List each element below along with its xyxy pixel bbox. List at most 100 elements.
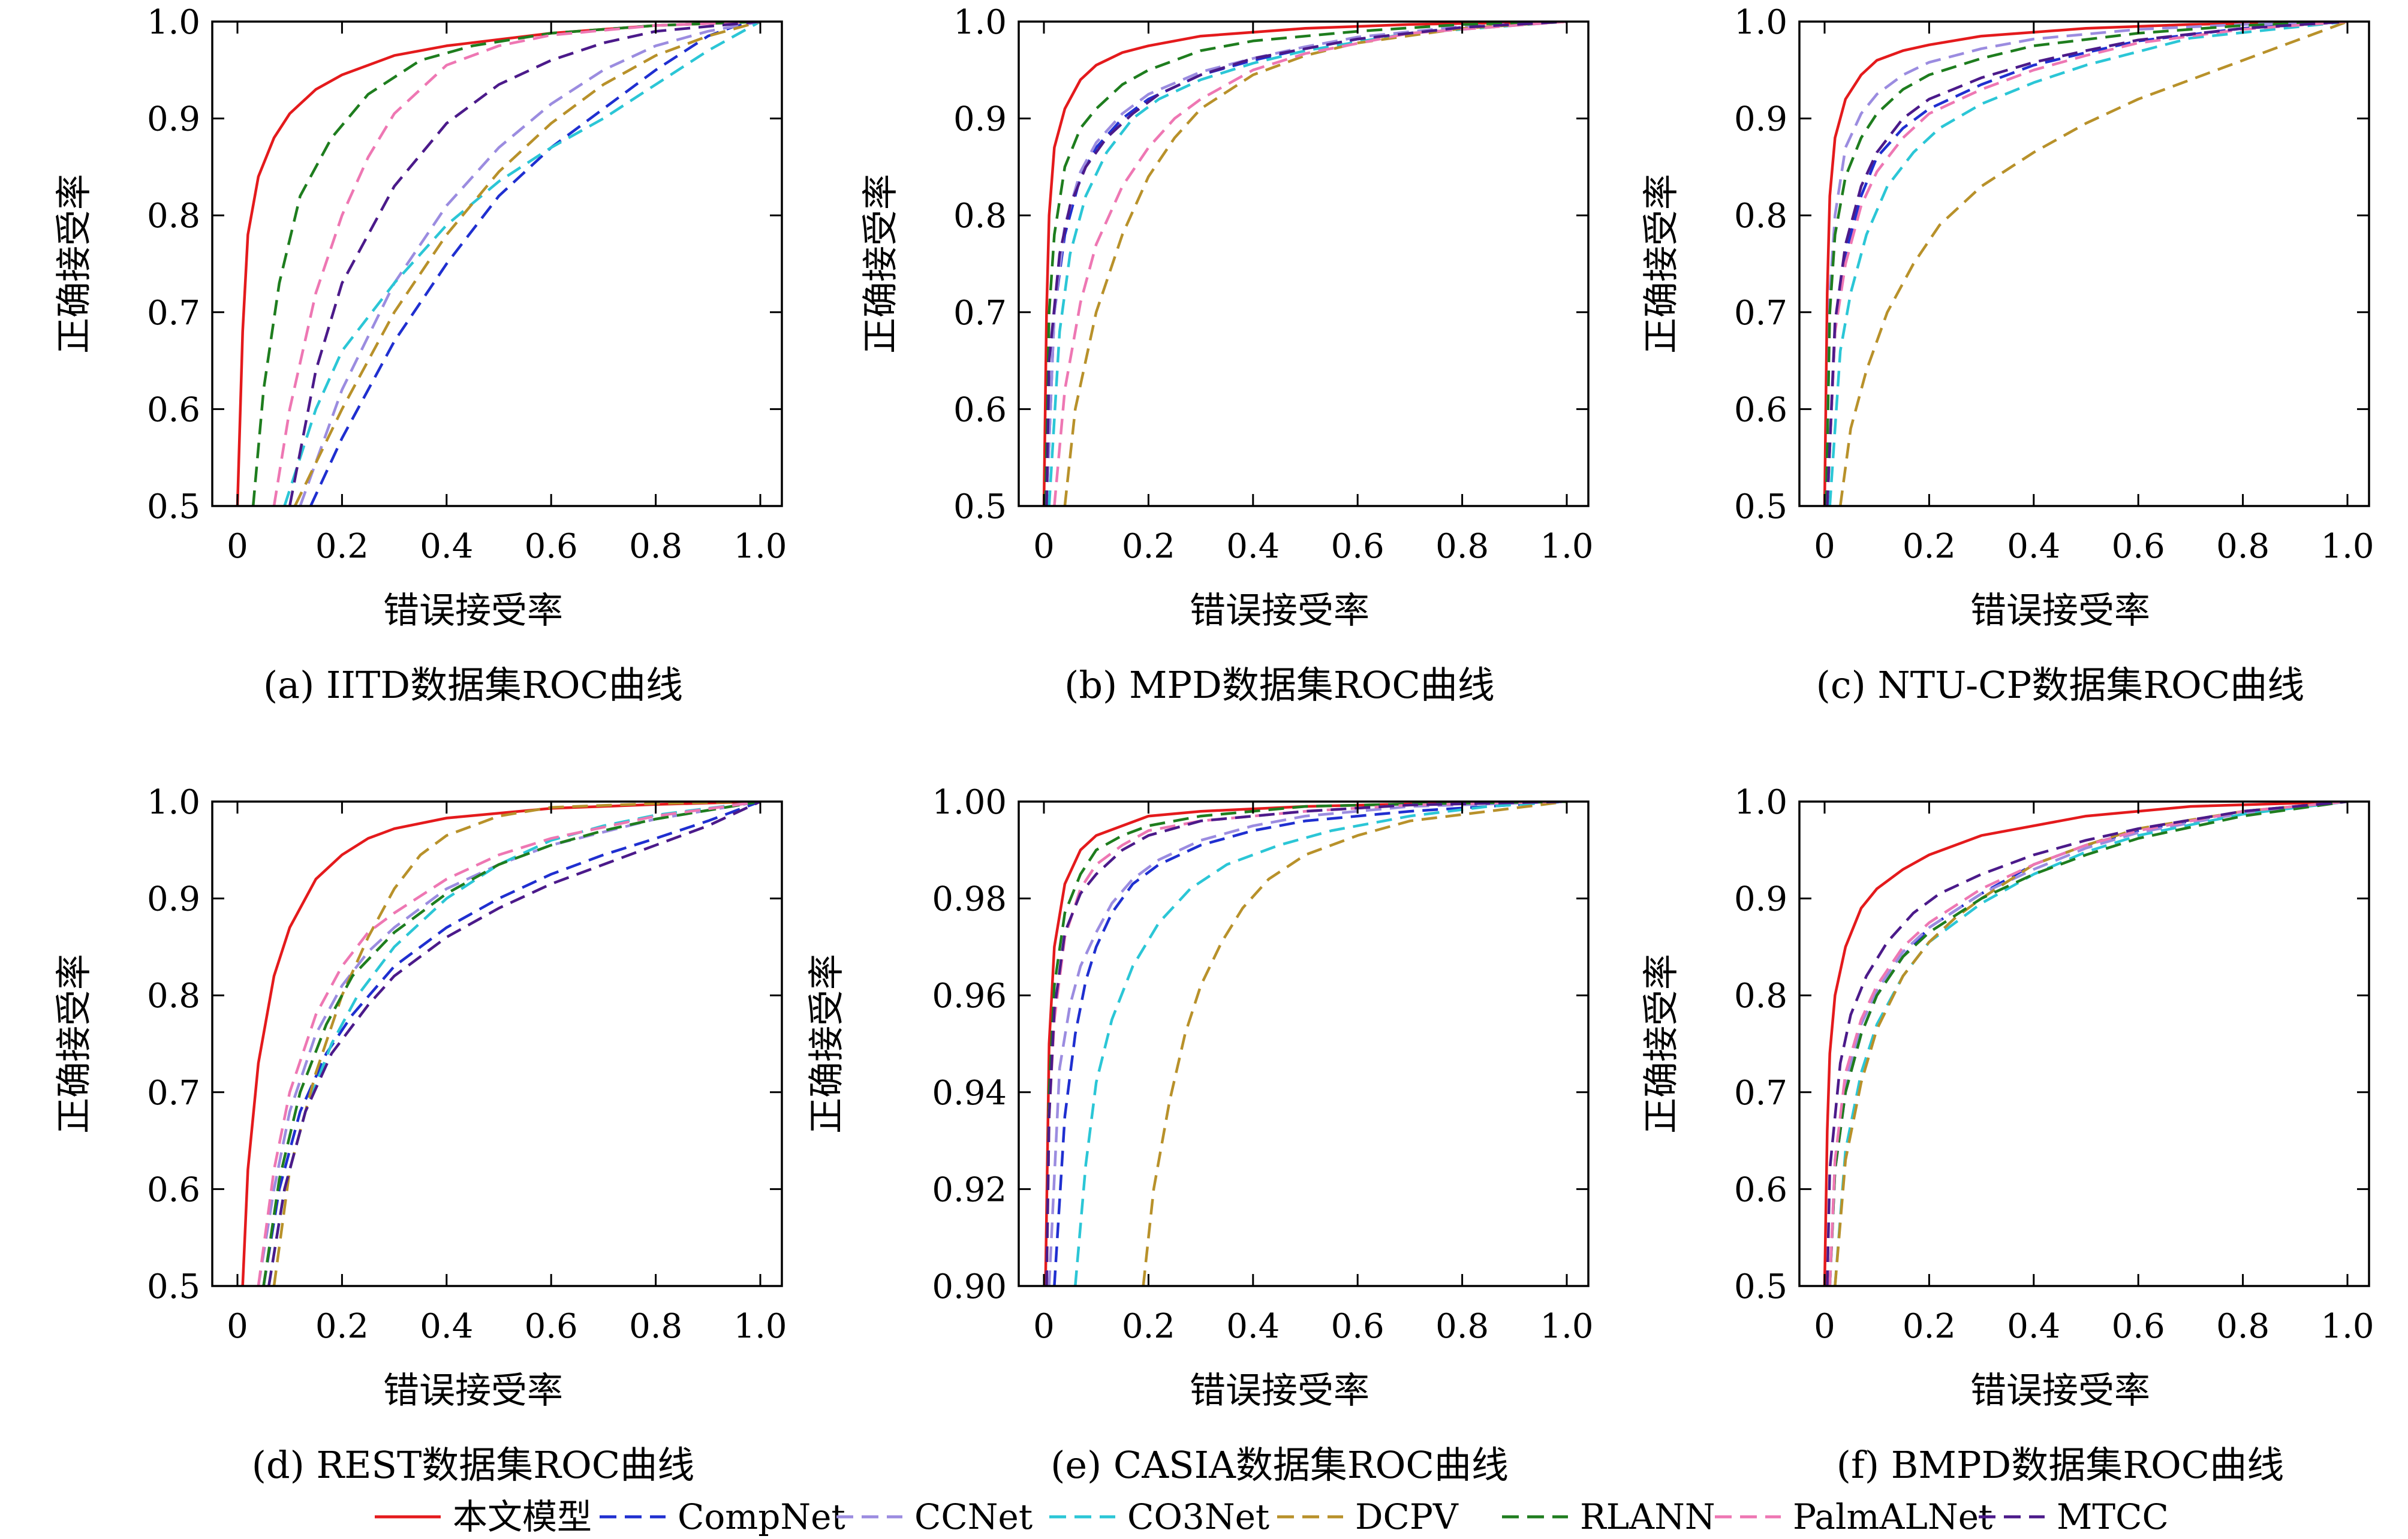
y-tick-label: 0.8 <box>953 197 1007 236</box>
plot-frame <box>1018 20 1590 507</box>
chart-caption: (f) BMPD数据集ROC曲线 <box>1837 1443 2284 1487</box>
y-tick-label: 1.0 <box>1734 783 1787 822</box>
series-line-co3net <box>1048 22 1567 506</box>
series-line-palmalnet <box>1053 22 1567 506</box>
y-tick-label: 0.6 <box>953 390 1007 429</box>
x-tick-label: 0 <box>1033 527 1055 566</box>
x-tick-label: 0 <box>227 1307 248 1346</box>
chart-caption: (c) NTU-CP数据集ROC曲线 <box>1816 663 2305 707</box>
x-axis-label: 错误接受率 <box>1190 590 1369 632</box>
series-line-rlann <box>251 22 761 506</box>
x-tick-label: 0.2 <box>1903 1307 1956 1346</box>
series-line-co3net <box>283 22 761 506</box>
y-axis-label: 正确接受率 <box>860 174 902 354</box>
series-line-palmalnet <box>1045 802 1567 1286</box>
x-tick-label: 0 <box>227 527 248 566</box>
y-tick-label: 0.7 <box>953 294 1007 333</box>
chart-caption: (d) REST数据集ROC曲线 <box>252 1443 695 1487</box>
x-tick-label: 0 <box>1814 527 1835 566</box>
chart-caption: (e) CASIA数据集ROC曲线 <box>1051 1443 1509 1487</box>
y-tick-label: 1.0 <box>1734 3 1787 42</box>
y-tick-label: 0.5 <box>953 487 1007 526</box>
x-tick-label: 0.4 <box>420 1307 473 1346</box>
series-line-mtcc <box>1045 802 1567 1286</box>
series-line-compnet <box>262 802 761 1286</box>
x-tick-label: 0.4 <box>420 527 473 566</box>
series-line-co3net <box>1828 22 2348 506</box>
y-axis-label: 正确接受率 <box>806 954 848 1134</box>
x-tick-label: 0.2 <box>315 527 369 566</box>
y-tick-label: 0.9 <box>147 880 200 919</box>
y-axis-label: 正确接受率 <box>1641 954 1682 1134</box>
series-line-compnet <box>1826 22 2348 506</box>
x-tick-label: 0.6 <box>1331 1307 1384 1346</box>
series-line-ccnet <box>1045 22 1567 506</box>
x-tick-label: 0.8 <box>629 1307 682 1346</box>
y-tick-label: 0.96 <box>932 977 1007 1016</box>
chart-panel: 0.5 0.6 0.7 0.8 0.9 1.0 0 0.2 0.4 0.6 0.8 1.0 错误接受率 正… <box>860 3 1594 707</box>
x-tick-label: 0.6 <box>1331 527 1384 566</box>
x-axis-label: 错误接受率 <box>383 590 563 632</box>
x-tick-label: 0 <box>1814 1307 1835 1346</box>
y-tick-label: 0.90 <box>932 1267 1007 1306</box>
x-tick-label: 0.2 <box>1122 527 1175 566</box>
series-line-rlann <box>1825 22 2348 506</box>
series-line-rlann <box>1828 802 2348 1286</box>
series-line-co3net <box>1834 802 2348 1286</box>
x-axis-label: 错误接受率 <box>1970 1370 2150 1412</box>
y-tick-label: 1.0 <box>147 783 200 822</box>
series-line-dcpv <box>1142 802 1567 1286</box>
series-line-- <box>236 22 761 506</box>
x-tick-label: 1.0 <box>2320 527 2374 566</box>
y-tick-label: 0.9 <box>953 100 1007 139</box>
x-axis-label: 错误接受率 <box>1190 1370 1369 1412</box>
legend-label: CCNet <box>914 1496 1033 1537</box>
y-tick-label: 0.8 <box>1734 977 1787 1016</box>
legend-label: CO3Net <box>1127 1496 1269 1537</box>
x-tick-label: 0.4 <box>1226 1307 1280 1346</box>
series-line-mtcc <box>288 22 761 506</box>
chart-panel: 0.90 0.92 0.94 0.96 0.98 1.00 0 0.2 0.4 0.6 0.8 1.0… <box>806 783 1594 1487</box>
x-tick-label: 0.6 <box>2112 527 2165 566</box>
series-line-compnet <box>1828 802 2348 1286</box>
series-group <box>1044 802 1567 1286</box>
x-tick-label: 0.4 <box>2007 1307 2060 1346</box>
y-tick-label: 1.00 <box>932 783 1007 822</box>
y-tick-label: 0.9 <box>1734 880 1787 919</box>
series-line-co3net <box>267 802 761 1286</box>
series-line-palmalnet <box>272 22 761 506</box>
legend-label: 本文模型 <box>453 1496 592 1537</box>
x-tick-label: 1.0 <box>733 1307 787 1346</box>
legend-label: CompNet <box>678 1496 845 1537</box>
y-tick-label: 0.7 <box>147 1074 200 1113</box>
x-tick-label: 0.4 <box>1226 527 1280 566</box>
x-tick-label: 1.0 <box>1540 1307 1593 1346</box>
x-axis-label: 错误接受率 <box>383 1370 563 1412</box>
x-tick-label: 0.2 <box>1122 1307 1175 1346</box>
y-tick-label: 0.9 <box>147 100 200 139</box>
legend-label: RLANN <box>1580 1496 1715 1537</box>
y-tick-label: 0.8 <box>1734 197 1787 236</box>
legend: 本文模型 CompNet CCNet CO3Net DCPV RLANN PalmALNet… <box>375 1496 2169 1537</box>
x-tick-label: 0.6 <box>525 527 578 566</box>
y-tick-label: 0.98 <box>932 880 1007 919</box>
y-tick-label: 0.7 <box>1734 294 1787 333</box>
y-tick-label: 0.5 <box>1734 487 1787 526</box>
y-tick-label: 0.92 <box>932 1170 1007 1209</box>
series-line-ccnet <box>299 22 761 506</box>
series-line-- <box>241 802 761 1286</box>
series-line-compnet <box>1053 802 1567 1286</box>
x-tick-label: 0.8 <box>1435 527 1489 566</box>
y-tick-label: 0.94 <box>932 1074 1007 1113</box>
series-line-- <box>1823 22 2348 506</box>
x-axis-label: 错误接受率 <box>1970 590 2150 632</box>
series-group <box>1823 802 2348 1286</box>
y-tick-label: 0.6 <box>1734 1170 1787 1209</box>
series-line-palmalnet <box>1828 802 2348 1286</box>
y-axis-label: 正确接受率 <box>53 954 95 1134</box>
series-line-co3net <box>1074 802 1567 1286</box>
x-tick-label: 1.0 <box>2320 1307 2374 1346</box>
plot-frame <box>1798 800 2370 1287</box>
x-tick-label: 1.0 <box>1540 527 1593 566</box>
